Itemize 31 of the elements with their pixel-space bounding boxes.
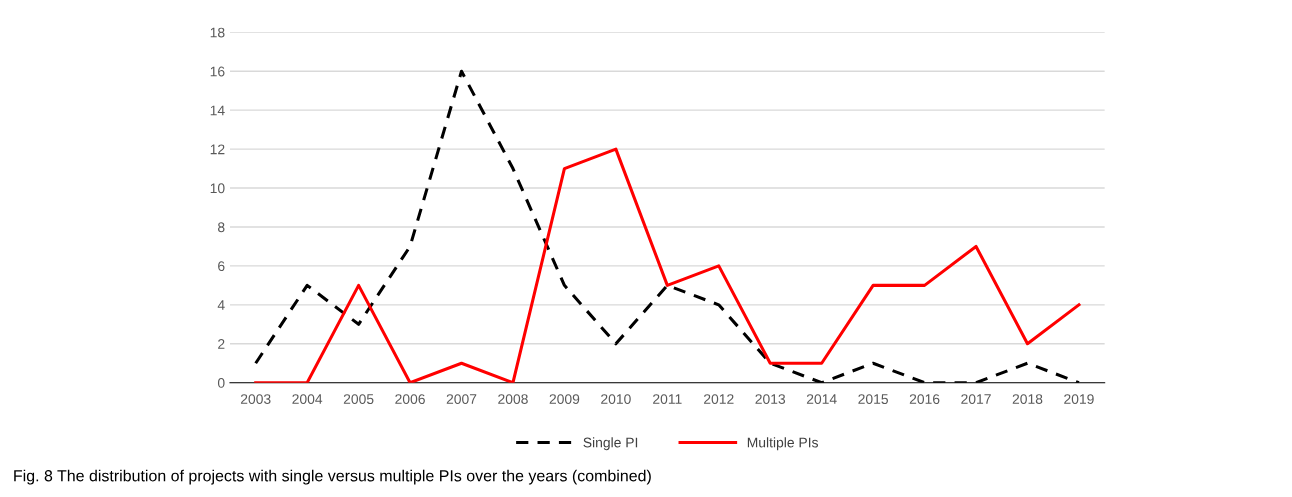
y-tick-label: 16 — [210, 66, 225, 77]
x-tick-label: 2011 — [653, 394, 682, 404]
caption: Fig. 8 The distribution of projects with single versus multiple PIs over the years (combined) — [14, 469, 651, 485]
x-tick-label: 2016 — [909, 394, 940, 404]
y-tick-label: 0 — [217, 378, 225, 388]
x-tick-label: 2019 — [1064, 394, 1094, 404]
x-tick-label: 2018 — [1012, 394, 1043, 404]
y-tick-label: 10 — [210, 183, 225, 194]
x-tick-label: 2010 — [601, 394, 631, 404]
y-tick-label: 12 — [210, 144, 225, 155]
x-tick-label: 2012 — [704, 394, 734, 404]
x-tick-label: 2008 — [498, 394, 528, 404]
x-tick-label: 2003 — [240, 394, 271, 404]
x-tick-label: 2014 — [806, 394, 837, 404]
x-tick-label: 2013 — [755, 394, 786, 404]
x-tick-label: 2005 — [343, 394, 374, 404]
x-tick-label: 2017 — [961, 394, 991, 404]
y-tick-label: 2 — [218, 339, 225, 349]
y-tick-label: 4 — [217, 300, 225, 310]
x-tick-label: 2015 — [858, 394, 888, 404]
x-tick-label: 2009 — [549, 394, 580, 404]
x-tick-label: 2004 — [292, 394, 323, 404]
legend-label: Single PI — [583, 437, 638, 451]
y-tick-label: 14 — [210, 105, 225, 116]
y-tick-label: 6 — [218, 261, 225, 272]
x-tick-label: 2006 — [395, 394, 425, 404]
y-tick-label: 18 — [210, 27, 225, 38]
legend-label: Multiple PIs — [747, 437, 818, 451]
y-tick-label: 8 — [217, 222, 225, 233]
line-series — [254, 147, 1081, 383]
x-tick-label: 2007 — [446, 394, 477, 404]
